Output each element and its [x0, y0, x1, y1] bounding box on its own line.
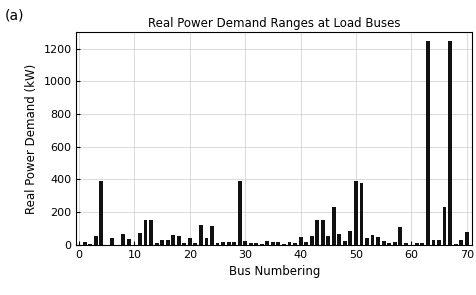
Bar	[237, 181, 241, 245]
Bar	[94, 236, 98, 245]
Title: Real Power Demand Ranges at Load Buses: Real Power Demand Ranges at Load Buses	[148, 17, 400, 30]
Bar	[232, 242, 236, 245]
Text: (a): (a)	[5, 9, 24, 23]
Bar	[99, 181, 103, 245]
Bar	[370, 235, 374, 245]
Bar	[458, 240, 462, 245]
Bar	[364, 238, 368, 245]
Bar	[453, 244, 456, 245]
Bar	[160, 240, 164, 245]
Bar	[298, 237, 302, 245]
Bar	[121, 234, 125, 245]
Bar	[436, 240, 440, 245]
Bar	[110, 238, 114, 245]
Bar	[304, 242, 307, 245]
Bar	[248, 243, 252, 245]
Bar	[292, 243, 297, 245]
Bar	[198, 225, 202, 245]
Bar	[221, 242, 225, 245]
Bar	[326, 236, 329, 245]
Bar	[387, 243, 390, 245]
Bar	[171, 235, 175, 245]
Bar	[177, 236, 180, 245]
Bar	[276, 242, 280, 245]
Bar	[403, 243, 407, 245]
Bar	[82, 242, 86, 245]
Bar	[254, 243, 258, 245]
Bar	[226, 242, 230, 245]
Bar	[287, 242, 291, 245]
X-axis label: Bus Numbering: Bus Numbering	[228, 265, 319, 278]
Bar	[204, 238, 208, 245]
Bar	[397, 227, 401, 245]
Bar	[138, 232, 142, 245]
Bar	[353, 181, 357, 245]
Bar	[464, 232, 467, 245]
Bar	[392, 242, 396, 245]
Bar	[281, 244, 285, 245]
Bar	[182, 243, 186, 245]
Bar	[442, 207, 446, 245]
Bar	[419, 243, 424, 245]
Bar	[270, 242, 274, 245]
Bar	[154, 243, 158, 245]
Bar	[348, 231, 352, 245]
Bar	[265, 241, 269, 245]
Bar	[209, 226, 213, 245]
Bar	[193, 243, 197, 245]
Bar	[259, 244, 263, 245]
Bar	[243, 241, 247, 245]
Bar	[165, 240, 169, 245]
Bar	[88, 244, 92, 245]
Bar	[143, 220, 147, 245]
Bar	[337, 234, 340, 245]
Bar	[431, 240, 435, 245]
Y-axis label: Real Power Demand (kW): Real Power Demand (kW)	[25, 63, 38, 214]
Bar	[359, 183, 363, 245]
Bar	[215, 243, 219, 245]
Bar	[342, 241, 346, 245]
Bar	[381, 241, 385, 245]
Bar	[447, 41, 451, 245]
Bar	[315, 219, 318, 245]
Bar	[425, 41, 429, 245]
Bar	[188, 238, 191, 245]
Bar	[331, 207, 335, 245]
Bar	[376, 237, 379, 245]
Bar	[309, 236, 313, 245]
Bar	[127, 239, 130, 245]
Bar	[320, 220, 324, 245]
Bar	[414, 243, 418, 245]
Bar	[149, 220, 153, 245]
